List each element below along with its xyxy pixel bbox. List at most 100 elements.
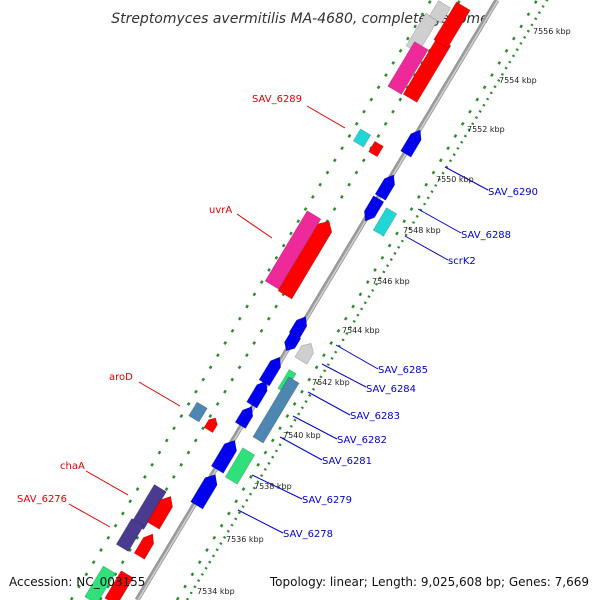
gene-label-sav-6288[interactable]: SAV_6288: [461, 230, 511, 241]
gene-feature[interactable]: [402, 37, 452, 103]
gene-feature[interactable]: [104, 570, 134, 600]
gene-feature[interactable]: [246, 380, 268, 409]
ruler-dot: [363, 301, 367, 305]
ruler-dot: [456, 0, 461, 5]
gene-feature[interactable]: [368, 140, 384, 158]
gene-label-sav-6281[interactable]: SAV_6281: [322, 456, 372, 467]
ruler-dot: [193, 438, 198, 443]
gene-label-sav-6278[interactable]: SAV_6278: [283, 529, 333, 540]
ruler-dot: [411, 221, 416, 225]
ruler-dot: [150, 462, 154, 467]
ruler-dot: [334, 350, 338, 354]
ruler-dot: [408, 227, 412, 231]
gene-label-sav-6282[interactable]: SAV_6282: [337, 435, 387, 446]
gene-sav-6283[interactable]: [234, 406, 254, 429]
ruler-dot: [201, 426, 205, 431]
tick-label-7536: 7536 kbp: [226, 535, 264, 544]
ruler-dot: [211, 554, 216, 558]
gene-sav-6289[interactable]: [352, 128, 372, 148]
ruler-dot: [384, 73, 388, 78]
ruler-dot: [383, 121, 388, 126]
ruler-dot: [197, 579, 201, 583]
ruler-dot: [395, 231, 399, 236]
ruler-dot: [504, 48, 509, 53]
ruler-dot: [267, 461, 271, 465]
gene-sav-6282[interactable]: [252, 376, 300, 444]
gene-label-chaa[interactable]: chaA: [60, 461, 85, 472]
ruler-dot: [430, 190, 434, 194]
gene-label-sav-6279[interactable]: SAV_6279: [302, 495, 352, 506]
ruler-dot: [398, 97, 403, 102]
gene-label-sav-6285[interactable]: SAV_6285: [378, 365, 428, 376]
ruler-dot: [215, 401, 220, 406]
gene-sav-6284[interactable]: [294, 343, 314, 365]
tick-label-7548: 7548 kbp: [403, 226, 441, 235]
ruler-dot: [183, 584, 187, 589]
ruler-dot: [358, 292, 363, 297]
ruler-dot: [380, 255, 385, 260]
ruler-dot: [482, 85, 487, 90]
ruler-dot: [369, 97, 374, 102]
gene-feature[interactable]: [277, 220, 333, 300]
ruler-dot: [234, 517, 238, 521]
gene-feature[interactable]: [203, 417, 218, 434]
ruler-dot: [223, 341, 228, 345]
ruler-dot: [307, 377, 312, 382]
ruler-dot: [296, 219, 301, 224]
tick-label-7550: 7550 kbp: [436, 175, 474, 184]
ruler-dot: [219, 523, 224, 528]
ruler-dot: [234, 499, 239, 504]
ruler-dot: [249, 475, 253, 479]
ruler-dot: [189, 591, 193, 595]
gene-feature[interactable]: [387, 41, 429, 95]
tick-label-7546: 7546 kbp: [372, 277, 410, 286]
gene-feature[interactable]: [284, 331, 302, 352]
gene-feature[interactable]: [224, 447, 256, 485]
ruler-dot: [193, 585, 197, 589]
ruler-dot: [426, 196, 430, 200]
ruler-dot: [352, 319, 356, 323]
ruler-dot: [186, 450, 191, 455]
gene-feature[interactable]: [428, 0, 452, 24]
gene-sav-6288[interactable]: [363, 195, 385, 222]
ruler-dot: [179, 414, 184, 419]
gene-feature[interactable]: [433, 1, 471, 49]
ruler-dot: [406, 36, 410, 41]
ruler-dot: [201, 377, 206, 382]
gene-arod[interactable]: [188, 401, 208, 423]
ruler-dot: [256, 480, 260, 484]
gene-label-uvra[interactable]: uvrA: [209, 205, 232, 216]
ruler-dot: [523, 35, 527, 39]
ruler-dot: [437, 177, 441, 181]
ruler-dot: [417, 194, 421, 199]
ruler-dot: [121, 511, 125, 516]
gene-sav-6290[interactable]: [400, 129, 422, 158]
gene-uvra[interactable]: [264, 210, 322, 290]
ruler-dot: [460, 121, 465, 126]
genome-backbone: [134, 0, 500, 600]
gene-label-arod[interactable]: aroD: [109, 372, 133, 383]
gene-sav-6279[interactable]: [190, 474, 218, 510]
ruler-dot: [467, 128, 471, 132]
gene-scrk2[interactable]: [372, 207, 398, 237]
gene-label-sav-6283[interactable]: SAV_6283: [350, 411, 400, 422]
gene-feature[interactable]: [133, 533, 155, 560]
gene-label-sav-6284[interactable]: SAV_6284: [366, 384, 416, 395]
gene-sav-6285[interactable]: [258, 356, 282, 387]
gene-feature[interactable]: [374, 174, 396, 201]
coordinate-ruler: [185, 0, 549, 600]
ruler-dot: [511, 54, 516, 58]
gene-label-sav-6290[interactable]: SAV_6290: [488, 187, 538, 198]
ruler-dot: [303, 207, 308, 212]
gene-feature[interactable]: [146, 496, 173, 530]
ruler-dot: [533, 0, 538, 5]
ruler-tick-labels: 7534 kbp 7536 kbp 7538 kbp 7540 kbp 7542…: [197, 27, 571, 596]
gene-sav-6276[interactable]: [115, 518, 145, 552]
gene-label-scrk2[interactable]: scrK2: [448, 256, 476, 267]
gene-label-sav-6289[interactable]: SAV_6289: [252, 94, 302, 105]
gene-feature[interactable]: [84, 565, 116, 600]
ruler-dot: [489, 91, 493, 95]
gene-sav-6281[interactable]: [210, 440, 237, 474]
ruler-dot: [208, 365, 213, 370]
gene-label-sav-6276[interactable]: SAV_6276: [17, 494, 67, 505]
